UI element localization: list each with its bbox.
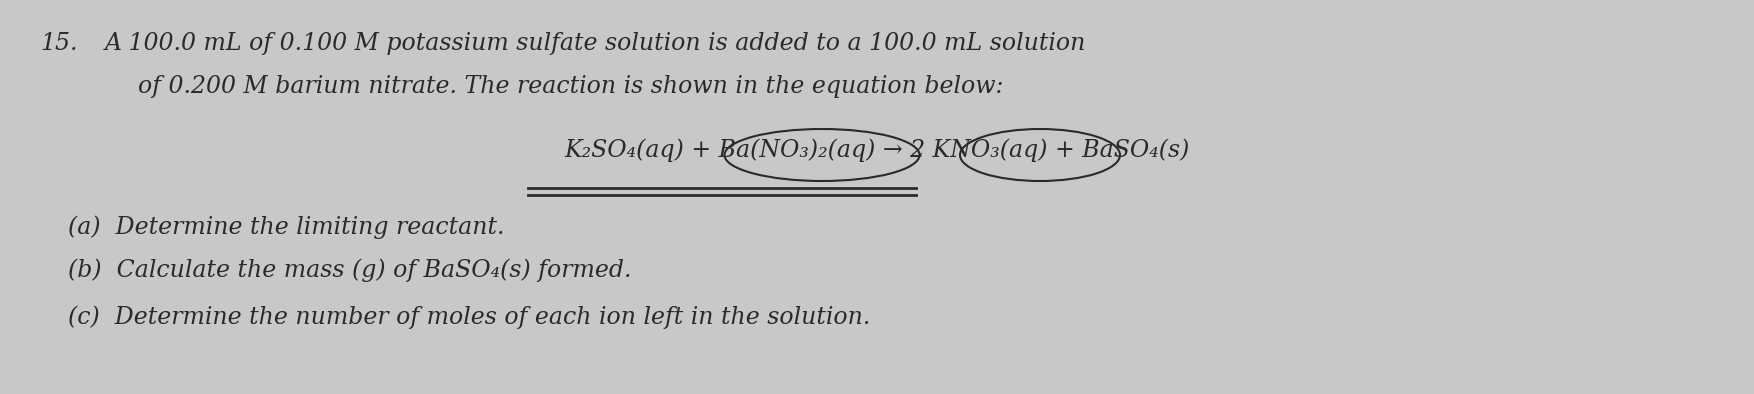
Text: of 0.200 M barium nitrate. The reaction is shown in the equation below:: of 0.200 M barium nitrate. The reaction … (139, 75, 1003, 98)
Text: (c)  Determine the number of moles of each ion left in the solution.: (c) Determine the number of moles of eac… (68, 305, 870, 329)
Text: 15.: 15. (40, 32, 77, 55)
Text: (b)  Calculate the mass (g) of BaSO₄(s) formed.: (b) Calculate the mass (g) of BaSO₄(s) f… (68, 258, 631, 282)
Text: (a)  Determine the limiting reactant.: (a) Determine the limiting reactant. (68, 215, 505, 238)
Text: A 100.0 mL of 0.100 M potassium sulfate solution is added to a 100.0 mL solution: A 100.0 mL of 0.100 M potassium sulfate … (105, 32, 1086, 55)
Text: K₂SO₄(aq) + Ba(NO₃)₂(aq) → 2 KNO₃(aq) + BaSO₄(s): K₂SO₄(aq) + Ba(NO₃)₂(aq) → 2 KNO₃(aq) + … (565, 138, 1189, 162)
